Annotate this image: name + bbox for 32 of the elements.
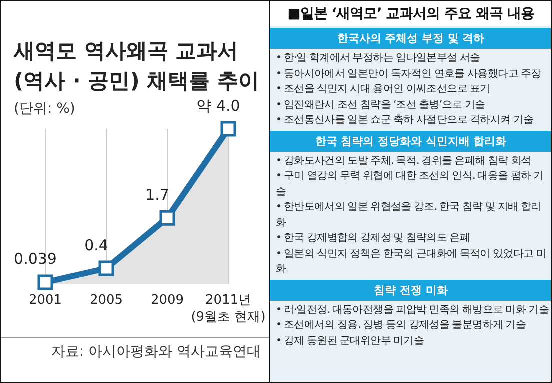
- x-tick-label: 2005: [90, 293, 124, 308]
- text: • 조선에서의 징용. 징병 등의 강제성을 불분명하게 기술: [275, 318, 528, 333]
- text: 침략 전쟁 미화: [270, 280, 552, 300]
- data-label: 0.4: [84, 236, 108, 254]
- x-tick-label: 2009: [150, 293, 184, 308]
- chart-title: 새역모 역사왜곡 교과서 (역사 · 공민) 채택률 추이: [13, 39, 260, 93]
- text: • 구미 열강의 무력 위협에 대한 조선의 인식. 대응을 폄하 기술: [275, 169, 545, 200]
- text: • 한국 강제병합의 강제성 및 침략의도 은폐: [275, 231, 472, 246]
- x-tick-label: 2011년 (9월초 현재): [191, 293, 266, 325]
- point: [220, 121, 236, 137]
- data-label: 약 4.0: [196, 96, 240, 115]
- point: [98, 260, 114, 276]
- text: • 임진왜란시 조선 침략을 ‘조선 출병’으로 기술: [275, 98, 486, 112]
- point: [160, 210, 176, 226]
- text: • 조선통신사를 일본 쇼군 축하 사절단으로 격하시켜 기술: [275, 113, 535, 128]
- data-label: 0.039: [14, 250, 57, 268]
- text: • 한반도에서의 일본 위협설을 강조. 한국 침략 및 지배 합리화: [275, 200, 542, 230]
- text: • 조선을 식민지 시대 용어인 이씨조선으로 표기: [275, 82, 492, 97]
- text: ■일본 ‘새역모’ 교과서의 주요 왜곡 내용: [270, 1, 552, 26]
- text: • 강화도사건의 도발 주체. 목적. 경위를 은폐해 침략 회석: [275, 154, 532, 168]
- text: 자료: 아시아평화와 역사교육연대: [51, 344, 262, 360]
- point: [38, 274, 54, 290]
- text: • 강제 동원된 군대위안부 미기술: [275, 334, 426, 348]
- x-tick-label: 2001: [28, 293, 62, 308]
- chart-subtitle: (단위: %): [14, 101, 76, 117]
- text: • 동아시아에서 일본만이 독자적인 연호를 사용했다고 주장: [275, 66, 542, 82]
- data-label: 1.7: [146, 186, 170, 204]
- text: 한국사의 주체성 부정 및 격하: [270, 28, 552, 49]
- text: • 일본의 식민지 정책은 한국의 근대화에 목적이 있었다고 미화: [275, 246, 548, 277]
- text: • 러·일전정. 대동아전쟁을 피압박 민족의 해방으로 미화 기술: [275, 302, 550, 318]
- text: 한국 침략의 정당화와 식민지배 합리화: [270, 130, 552, 152]
- text: • 한·일 학계에서 부정하는 임나일본부설 서술: [275, 51, 482, 66]
